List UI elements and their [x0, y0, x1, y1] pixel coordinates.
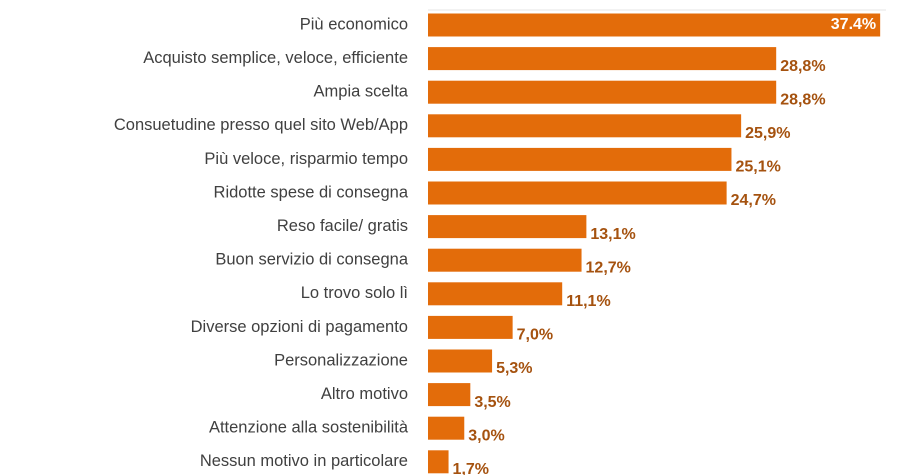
category-label: Acquisto semplice, veloce, efficiente — [143, 49, 408, 67]
value-label: 25,9% — [745, 125, 790, 142]
bar — [428, 416, 465, 440]
value-label: 28,8% — [780, 91, 825, 108]
value-label: 12,7% — [586, 259, 631, 276]
bar — [428, 147, 732, 171]
bar — [428, 450, 449, 474]
value-label: 37.4% — [831, 16, 876, 33]
bar — [428, 80, 777, 104]
value-label: 7,0% — [517, 327, 553, 344]
category-label: Nessun motivo in particolare — [200, 452, 408, 470]
category-label: Consuetudine presso quel sito Web/App — [114, 116, 408, 134]
bar — [428, 215, 587, 239]
bar — [428, 282, 563, 306]
bar — [428, 47, 777, 71]
category-label: Più economico — [300, 15, 408, 33]
bar — [428, 315, 513, 339]
bar — [428, 383, 471, 407]
value-label: 5,3% — [496, 360, 532, 377]
value-label: 3,5% — [474, 394, 510, 411]
category-label: Più veloce, risparmio tempo — [204, 150, 408, 168]
category-label: Ridotte spese di consegna — [214, 183, 409, 201]
category-label: Ampia scelta — [314, 83, 409, 101]
value-label: 3,0% — [468, 427, 504, 444]
value-label: 11,1% — [566, 293, 610, 310]
category-label: Buon servizio di consegna — [215, 251, 408, 269]
category-label: Altro motivo — [321, 385, 408, 403]
value-label: 25,1% — [735, 159, 780, 176]
bar — [428, 114, 742, 138]
category-label: Personalizzazione — [274, 351, 408, 369]
bar — [428, 13, 881, 37]
category-label: Lo trovo solo lì — [301, 284, 408, 302]
value-label: 1,7% — [453, 461, 489, 475]
bar — [428, 349, 493, 373]
category-label: Diverse opzioni di pagamento — [191, 318, 408, 336]
bar — [428, 181, 727, 205]
value-label: 13,1% — [590, 226, 635, 243]
category-label: Attenzione alla sostenibilità — [209, 419, 409, 437]
value-label: 24,7% — [731, 192, 776, 209]
value-label: 28,8% — [780, 58, 825, 75]
category-label: Reso facile/ gratis — [277, 217, 408, 235]
bar — [428, 248, 582, 272]
